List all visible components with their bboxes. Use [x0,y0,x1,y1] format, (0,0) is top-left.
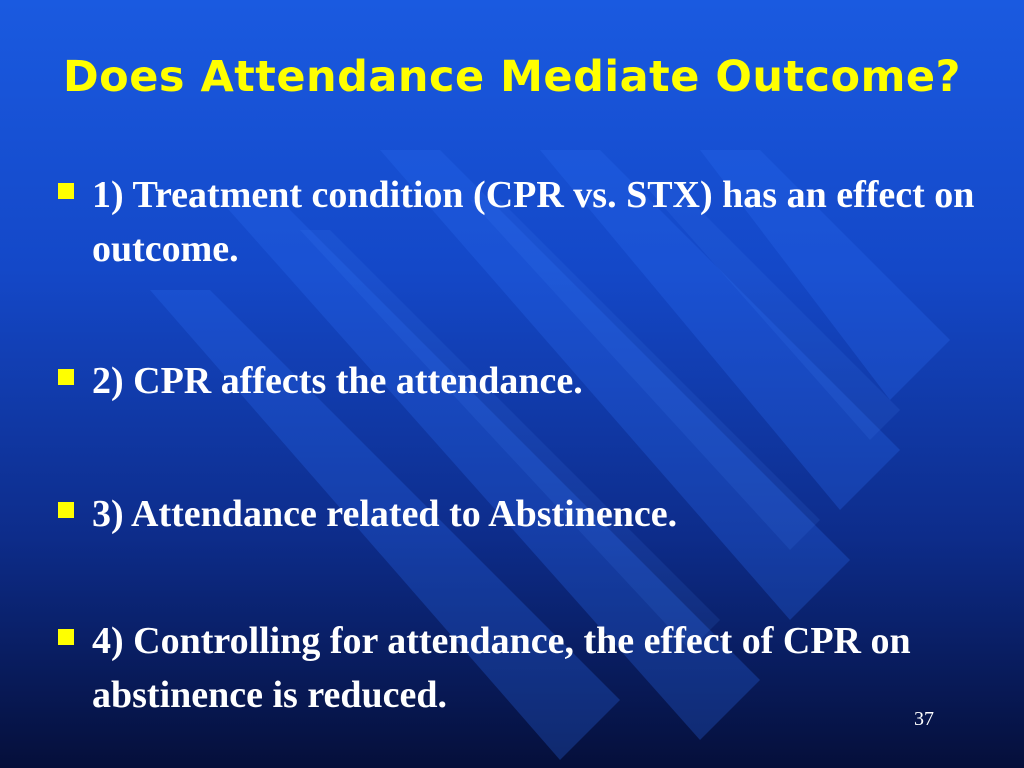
bullet-item-4: 4) Controlling for attendance, the effec… [58,614,988,722]
page-number: 37 [914,708,934,730]
stripe-3 [380,150,850,620]
square-bullet-icon [58,369,74,385]
square-bullet-icon [58,502,74,518]
slide-title: Does Attendance Mediate Outcome? [62,52,961,102]
stripe-4 [220,200,760,740]
stripe-5 [150,290,620,760]
bullet-text: 3) Attendance related to Abstinence. [92,493,678,535]
stripe-1 [700,150,950,400]
bullet-text: 4) Controlling for attendance, the effec… [92,620,911,716]
bullet-text: 1) Treatment condition (CPR vs. STX) has… [92,174,975,270]
stripe-2 [540,150,900,510]
stripe-highlight-1 [640,180,900,440]
bullet-item-3: 3) Attendance related to Abstinence. [58,487,988,541]
stripe-highlight-3 [300,230,720,650]
bullet-item-2: 2) CPR affects the attendance. [58,354,988,408]
bullet-item-1: 1) Treatment condition (CPR vs. STX) has… [58,168,988,276]
square-bullet-icon [58,183,74,199]
square-bullet-icon [58,629,74,645]
bullet-text: 2) CPR affects the attendance. [92,360,583,402]
stripe-highlight-2 [470,200,820,550]
